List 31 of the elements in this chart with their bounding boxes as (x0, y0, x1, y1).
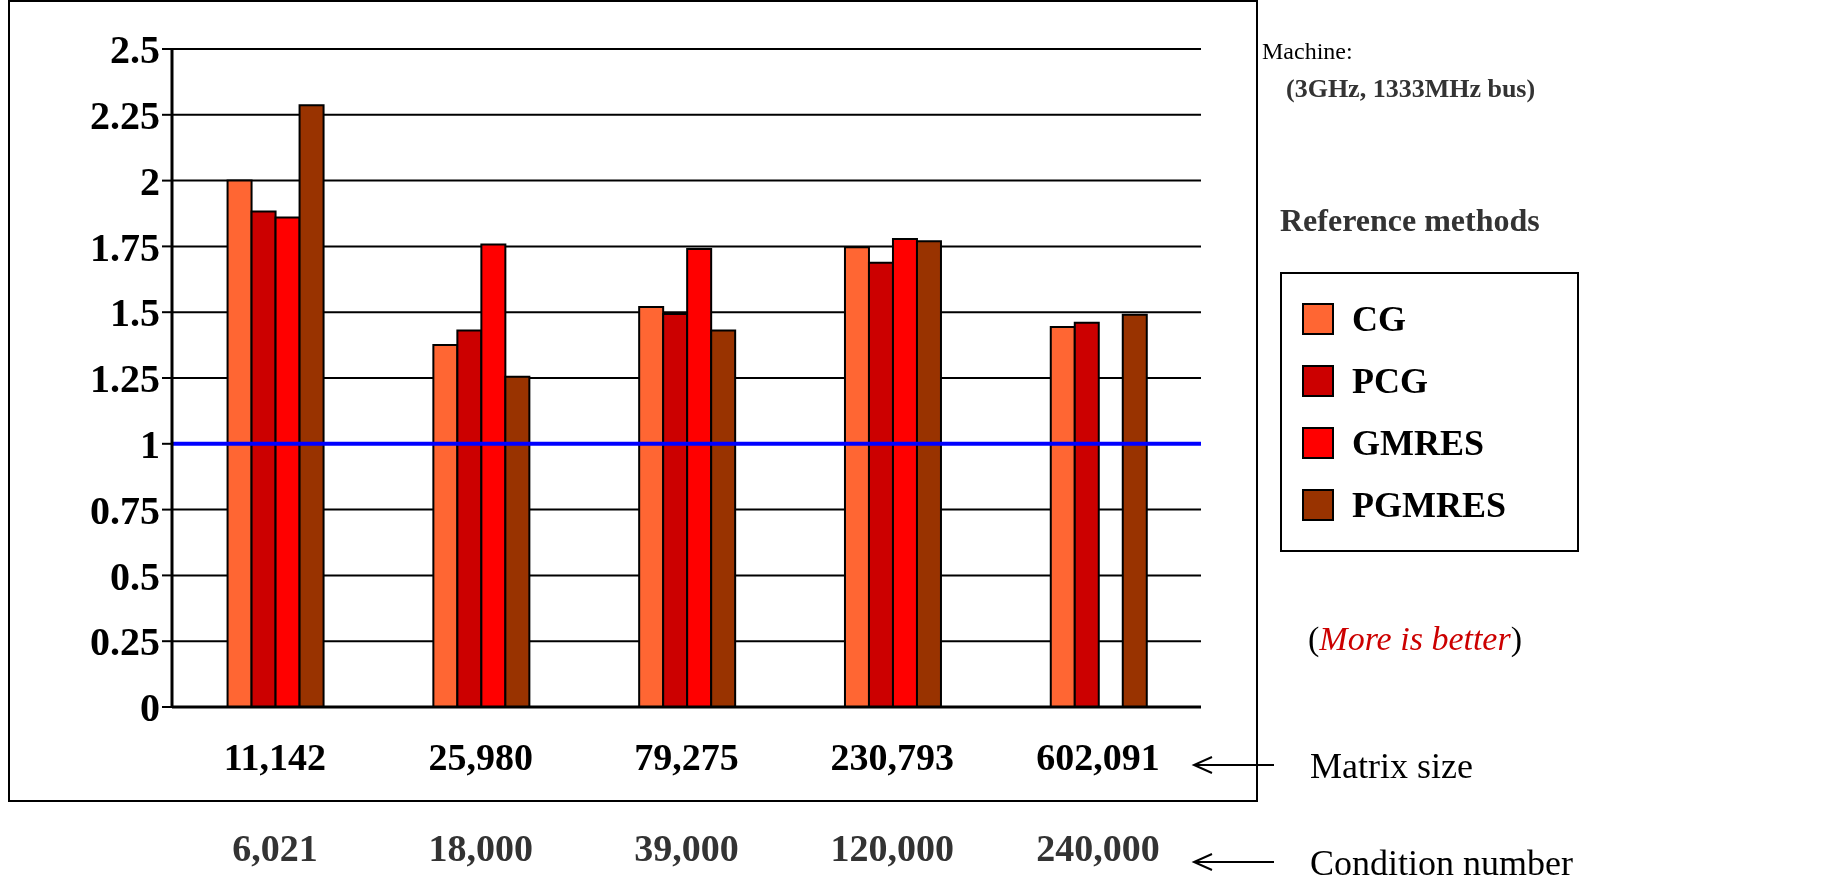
text: (3GHz, 1333MHz bus) (1286, 74, 1536, 104)
y-tick-label: 0.25 (90, 619, 160, 665)
legend-title: Reference methods (1280, 202, 1540, 239)
y-tick-label: 1 (140, 422, 160, 467)
x-tick-label: 79,275 (634, 735, 739, 778)
text: 120,000 (830, 826, 955, 869)
y-tick-label: 2.5 (110, 27, 160, 73)
text: 240,000 (1036, 826, 1160, 869)
x-tick-label: 602,091 (1036, 735, 1160, 778)
y-tick-label: 0.5 (110, 553, 160, 599)
text: 39,000 (634, 826, 739, 869)
legend-label: CG (1352, 298, 1406, 340)
y-tick-label: 2.25 (90, 93, 160, 138)
text: Matrix size (1310, 745, 1473, 787)
text: 18,000 (428, 826, 533, 869)
x-tick-label: 25,980 (428, 735, 533, 778)
legend-label: PCG (1352, 360, 1428, 402)
legend-label: GMRES (1352, 422, 1485, 464)
text: (More is better) (1308, 620, 1523, 658)
y-tick-label: 0 (140, 685, 160, 731)
y-tick-label: 1.5 (110, 290, 160, 336)
y-tick-label: 1.25 (90, 356, 160, 402)
text: 6,021 (232, 826, 318, 869)
x-tick-label: 230,793 (830, 735, 955, 778)
y-tick-label: 0.75 (90, 487, 160, 533)
legend-label: PGMRES (1352, 484, 1507, 526)
text: Condition number (1310, 842, 1573, 884)
x-tick-label: 11,142 (223, 735, 327, 778)
y-tick-label: 1.75 (90, 224, 160, 270)
y-tick-label: 2 (140, 158, 160, 204)
text: Machine: (1262, 38, 1353, 65)
